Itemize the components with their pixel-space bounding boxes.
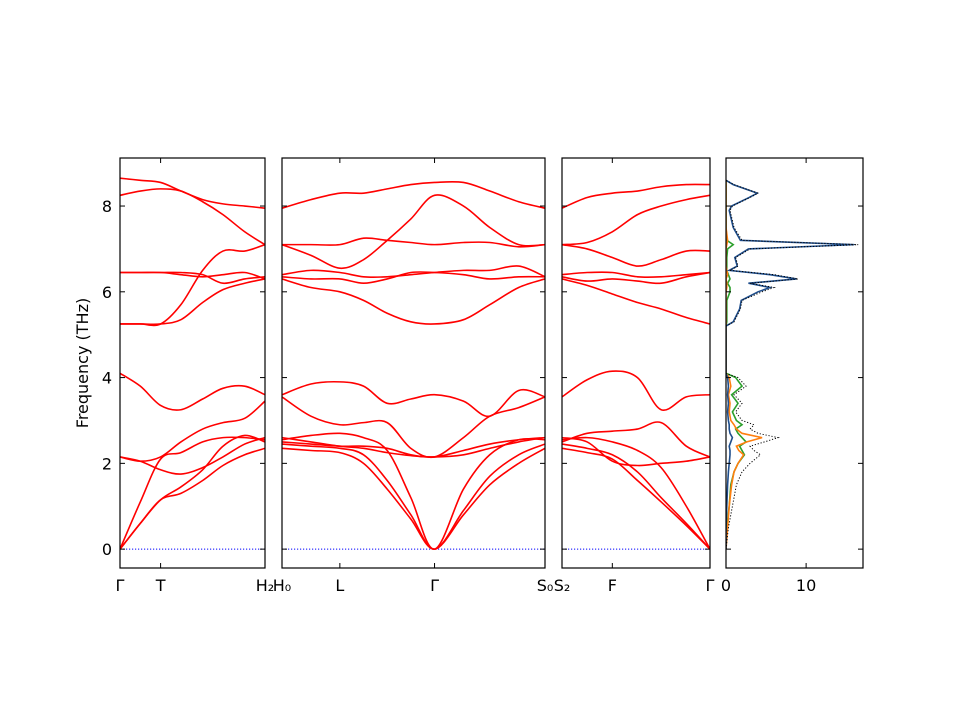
band: [282, 436, 545, 458]
dos-line: [726, 180, 763, 550]
band: [282, 278, 545, 325]
x-tick-label: S₀: [537, 576, 554, 595]
band: [282, 265, 545, 279]
band: [562, 271, 710, 279]
band: [282, 380, 545, 417]
band: [562, 243, 710, 267]
y-axis-label: Frequency (THz): [73, 298, 92, 428]
panel: 0 2 4 6 8 Γ T H₂: [102, 157, 274, 595]
x-tick-label: Γ: [430, 576, 439, 595]
plot-area: [562, 183, 710, 550]
band: [282, 271, 545, 285]
band: [282, 194, 545, 270]
y-tick-label: 2: [102, 454, 112, 473]
band: [120, 278, 265, 326]
band: [562, 447, 710, 550]
band: [562, 183, 710, 209]
axes-frame: [561, 157, 711, 569]
band: [282, 447, 545, 550]
dos-line: [726, 179, 855, 550]
x-tick-label: Γ: [706, 576, 715, 595]
plot-area: [282, 180, 545, 550]
band: [282, 432, 545, 550]
x-tick-label: T: [155, 576, 166, 595]
band: [120, 271, 265, 285]
axes-frame: [119, 157, 266, 569]
band: [120, 434, 265, 550]
x-tick-label: S₂: [554, 576, 571, 595]
band: [562, 436, 710, 467]
x-tick-label: H₂: [256, 576, 274, 595]
x-tick-label: F: [608, 576, 617, 595]
band: [562, 421, 710, 458]
band: [562, 436, 710, 550]
x-tick-label: H₀: [273, 576, 291, 595]
y-tick-label: 8: [102, 197, 112, 216]
band: [562, 443, 710, 550]
band: [120, 436, 265, 550]
band: [120, 243, 265, 327]
axes-frame: [281, 157, 546, 569]
band: [282, 180, 545, 209]
dos-line: [726, 179, 859, 550]
band: [282, 443, 545, 550]
band: [120, 436, 265, 475]
panel: 0 10: [721, 157, 864, 595]
band: [282, 396, 545, 459]
dos-line: [726, 180, 748, 550]
y-tick-label: 0: [102, 540, 112, 559]
plot-area: [726, 179, 859, 550]
band: [562, 370, 710, 412]
band: [120, 188, 265, 246]
band: [120, 400, 265, 463]
y-tick-label: 6: [102, 283, 112, 302]
x-tick-label: 10: [796, 576, 816, 595]
axes-frame: [725, 157, 864, 569]
band: [120, 372, 265, 411]
plot-area: [120, 177, 265, 550]
band: [562, 278, 710, 325]
panel: H₀ L Γ S₀: [273, 157, 554, 595]
panel: S₂ F Γ: [554, 157, 715, 595]
x-tick-label: 0: [721, 576, 731, 595]
band: [562, 194, 710, 246]
band: [282, 237, 545, 248]
y-tick-label: 4: [102, 369, 112, 388]
band: [120, 177, 265, 209]
x-tick-label: Γ: [116, 576, 125, 595]
band: [562, 271, 710, 285]
x-tick-label: L: [335, 576, 344, 595]
